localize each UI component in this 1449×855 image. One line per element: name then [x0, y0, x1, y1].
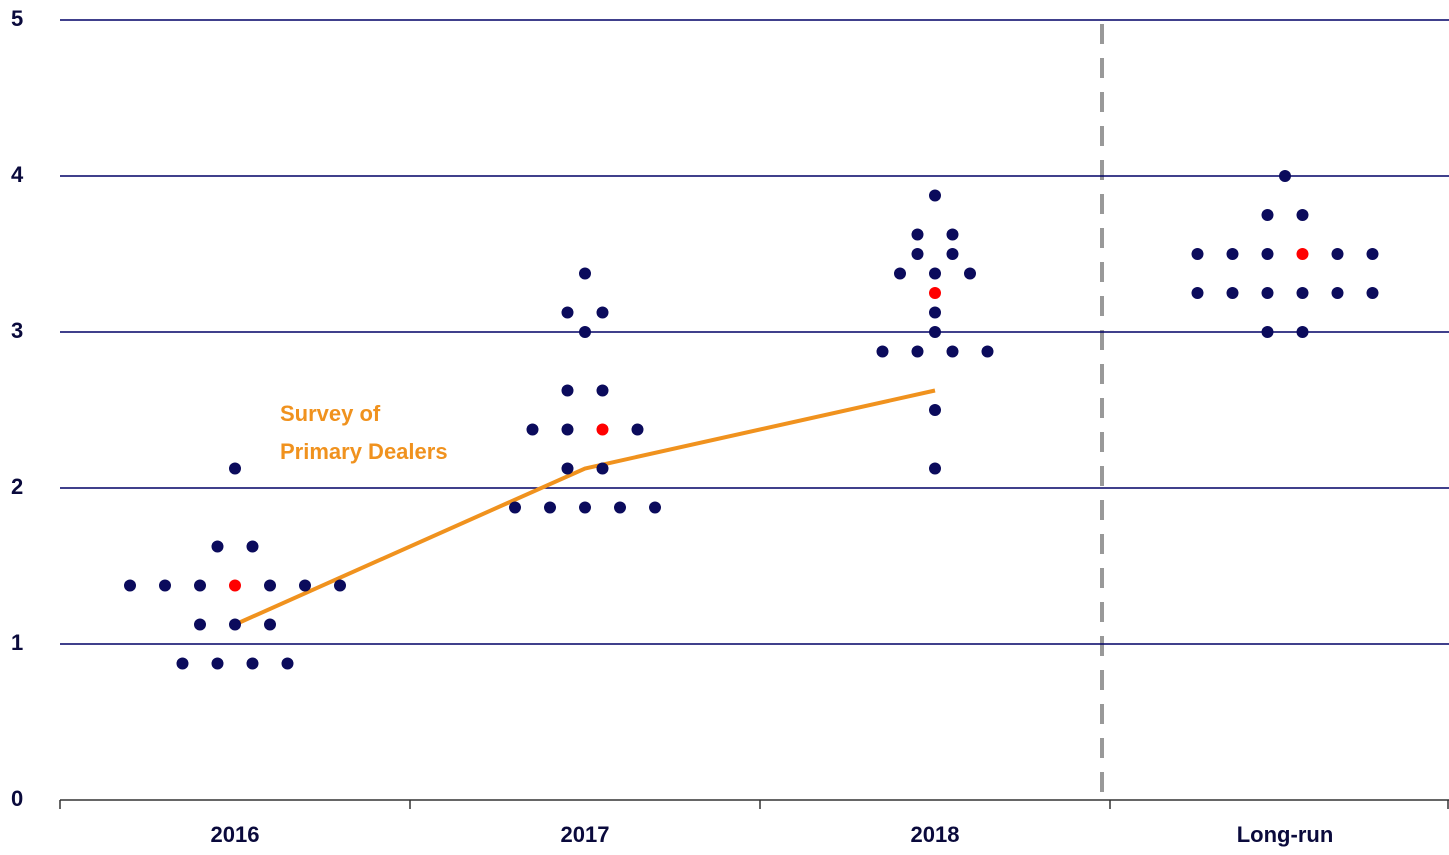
dot — [264, 618, 276, 631]
dot — [1331, 287, 1344, 299]
dot — [946, 228, 959, 241]
dot — [631, 423, 644, 436]
dot — [544, 501, 556, 514]
median-dot — [929, 287, 941, 299]
dot — [334, 579, 346, 592]
median-dot — [596, 423, 609, 436]
dot — [194, 579, 206, 592]
dot — [281, 657, 294, 670]
y-tick-label: 5 — [11, 6, 23, 31]
y-tick-label: 4 — [11, 162, 24, 187]
dot — [176, 657, 189, 670]
dot — [1191, 248, 1204, 260]
dot — [1296, 287, 1309, 299]
dot — [596, 462, 609, 475]
dot — [159, 579, 171, 592]
dot — [1226, 287, 1239, 299]
dot — [211, 657, 224, 670]
dot — [1191, 287, 1204, 299]
dot — [929, 189, 941, 202]
x-tick-label: Long-run — [1237, 822, 1334, 847]
dot — [1261, 287, 1274, 299]
dot — [596, 384, 609, 397]
dot — [229, 618, 241, 631]
dot — [876, 345, 889, 358]
dot — [894, 267, 906, 280]
median-dot — [229, 579, 241, 592]
dot — [561, 462, 574, 475]
dot — [911, 228, 924, 241]
dot — [1261, 248, 1274, 260]
survey-line — [234, 388, 936, 627]
x-tick-label: 2017 — [561, 822, 610, 847]
dot — [561, 423, 574, 436]
dot — [1261, 326, 1274, 338]
dot — [579, 267, 591, 280]
y-tick-label: 1 — [11, 630, 23, 655]
dot — [526, 423, 539, 436]
dot — [124, 579, 136, 592]
dot — [229, 462, 241, 475]
survey-annotation: Survey of — [280, 401, 381, 426]
dot — [579, 501, 591, 514]
dot — [194, 618, 206, 631]
x-tick-label: 2016 — [211, 822, 260, 847]
dot — [981, 345, 994, 358]
dot — [946, 345, 959, 358]
dot — [929, 462, 941, 475]
dot — [561, 384, 574, 397]
y-tick-label: 2 — [11, 474, 23, 499]
dot — [929, 267, 941, 280]
dot — [246, 657, 259, 670]
survey-annotation: Primary Dealers — [280, 439, 448, 464]
dot — [614, 501, 626, 514]
y-tick-label: 0 — [11, 786, 23, 811]
y-tick-label: 3 — [11, 318, 23, 343]
x-tick-label: 2018 — [911, 822, 960, 847]
dot — [509, 501, 521, 514]
dot — [964, 267, 976, 280]
dot — [1279, 170, 1291, 182]
dot — [946, 248, 959, 260]
dot — [911, 345, 924, 358]
dot — [929, 306, 941, 319]
dot — [211, 540, 224, 553]
dot — [561, 306, 574, 319]
dot — [1296, 209, 1309, 221]
dot — [911, 248, 924, 260]
dot — [1296, 326, 1309, 338]
dot — [579, 326, 591, 338]
dot — [929, 326, 941, 338]
dot — [1366, 248, 1379, 260]
median-dot — [1296, 248, 1309, 260]
dot — [299, 579, 311, 592]
dot — [1331, 248, 1344, 260]
dot — [596, 306, 609, 319]
dot — [1226, 248, 1239, 260]
dot — [1261, 209, 1274, 221]
dot — [264, 579, 276, 592]
dot — [246, 540, 259, 553]
dot — [929, 404, 941, 416]
dot — [1366, 287, 1379, 299]
dot — [649, 501, 661, 514]
